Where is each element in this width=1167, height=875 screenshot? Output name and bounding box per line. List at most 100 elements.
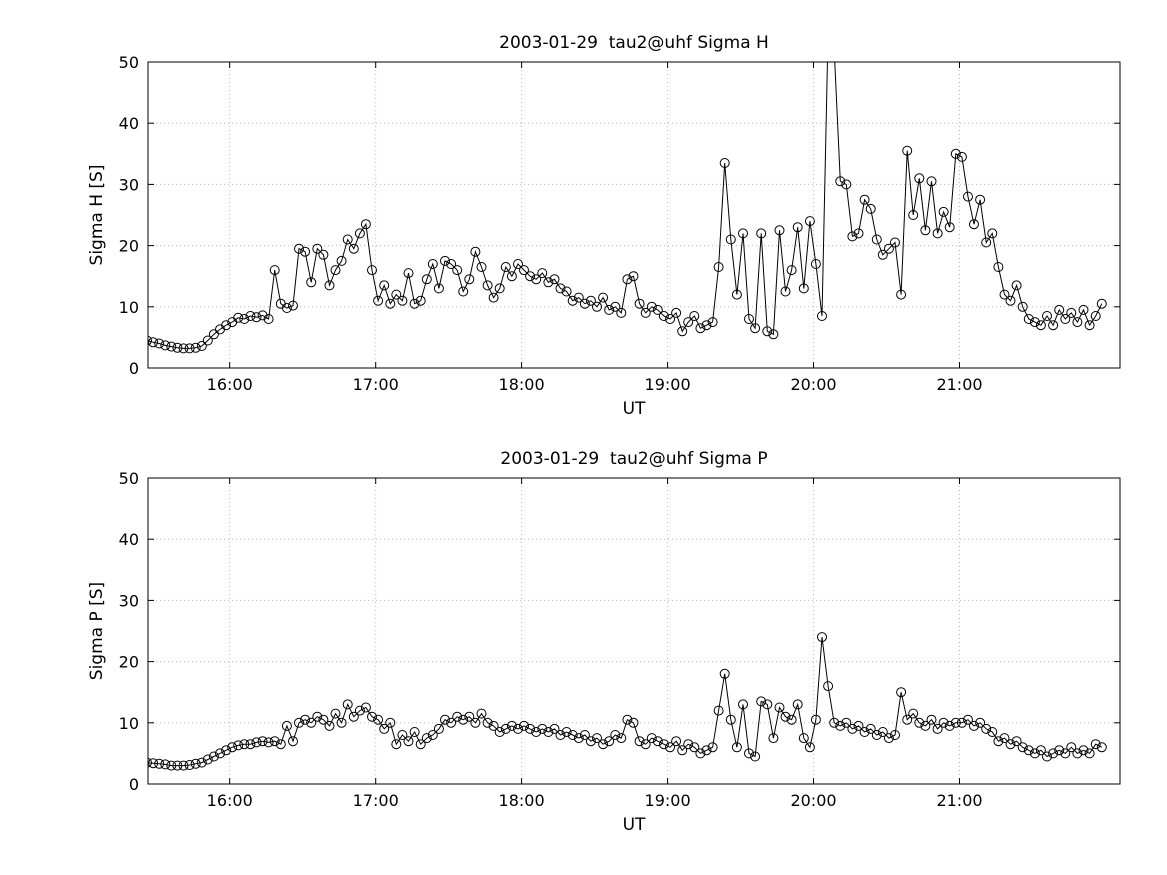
data-point-marker: [963, 191, 973, 202]
data-point-marker: [452, 711, 463, 722]
data-point-marker: [877, 249, 888, 260]
data-point-marker: [385, 298, 396, 309]
data-point-marker: [707, 742, 718, 753]
series-line: [148, 637, 1103, 767]
data-point-marker: [969, 720, 979, 731]
x-tick-label: 16:00: [207, 375, 253, 394]
data-point-marker: [859, 727, 870, 737]
data-point-marker: [1096, 742, 1107, 753]
data-point-marker: [391, 739, 402, 750]
data-point-marker: [841, 717, 852, 728]
data-point-marker: [1042, 751, 1052, 762]
data-point-marker: [1096, 298, 1107, 309]
subplot-sigma-p: 16:00 17:00 18:00 19:00 20:00 21:00 0 10 20 30 40 5…: [119, 469, 1121, 810]
data-point-marker: [263, 737, 274, 748]
data-point-marker: [774, 225, 785, 236]
data-point-marker: [902, 145, 913, 156]
data-point-marker: [786, 714, 797, 725]
data-point-marker: [348, 711, 359, 722]
data-point-marker: [573, 292, 584, 303]
data-point-marker: [196, 757, 207, 768]
data-point-marker: [488, 292, 499, 303]
data-point-marker: [519, 720, 529, 731]
data-point-marker: [281, 720, 292, 731]
data-point-marker: [950, 717, 961, 728]
data-point-marker: [744, 314, 754, 324]
data-point-marker: [458, 714, 469, 725]
x-tick-label: 17:00: [353, 791, 399, 810]
data-point-marker: [239, 739, 250, 750]
data-point-marker: [1090, 739, 1101, 750]
data-point-marker: [1072, 317, 1083, 328]
data-point-marker: [318, 714, 329, 725]
data-point-marker: [731, 742, 742, 753]
data-point-marker: [476, 708, 487, 719]
data-point-marker: [318, 249, 329, 260]
data-point-marker: [482, 280, 493, 291]
data-point-marker: [166, 341, 177, 352]
data-point-marker: [373, 295, 384, 306]
y-tick-label: 50: [119, 469, 139, 488]
y-tick-label: 40: [119, 530, 139, 549]
data-point-marker: [446, 717, 457, 728]
data-point-marker: [731, 289, 742, 300]
data-point-marker: [1066, 742, 1077, 753]
data-point-marker: [725, 714, 736, 725]
data-point-marker: [1066, 307, 1077, 318]
data-point-marker: [987, 228, 998, 239]
data-point-marker: [646, 301, 657, 312]
data-point-marker: [1084, 748, 1095, 759]
data-point-marker: [160, 340, 171, 351]
data-point-marker: [208, 329, 219, 340]
data-point-marker: [312, 711, 323, 722]
data-point-marker: [154, 758, 165, 769]
data-point-marker: [780, 711, 791, 722]
data-point-marker: [902, 714, 913, 725]
data-point-marker: [208, 751, 219, 762]
data-point-marker: [1029, 317, 1040, 328]
data-point-marker: [251, 737, 262, 748]
data-point-marker: [178, 760, 189, 771]
data-point-marker: [908, 708, 919, 719]
data-point-marker: [719, 158, 730, 168]
tick-labels: 16:00 17:00 18:00 19:00 20:00 21:00 0 10 20 30 40 5…: [119, 53, 983, 394]
data-point-marker: [531, 274, 542, 285]
data-point-marker: [695, 748, 706, 759]
x-tick-label: 19:00: [645, 375, 691, 394]
data-point-marker: [336, 717, 347, 728]
data-point-marker: [184, 760, 195, 770]
data-point-marker: [707, 317, 718, 328]
data-point-marker: [275, 739, 286, 750]
data-point-marker: [738, 228, 748, 239]
data-point-marker: [920, 720, 931, 731]
y-axis-label-sigma-p: Sigma P [S]: [87, 581, 107, 681]
data-point-marker: [604, 304, 615, 315]
data-point-marker: [993, 736, 1004, 747]
data-point-marker: [689, 311, 700, 321]
data-point-marker: [403, 736, 414, 747]
data-point-marker: [671, 736, 682, 747]
data-point-marker: [360, 702, 371, 713]
data-point-marker: [373, 714, 384, 725]
data-point-marker: [1017, 301, 1028, 312]
data-point-marker: [829, 717, 840, 728]
data-point-marker: [981, 723, 992, 734]
data-point-marker: [835, 720, 846, 731]
data-point-marker: [780, 286, 791, 297]
data-point-marker: [397, 730, 408, 740]
data-point-marker: [555, 730, 566, 740]
data-point-marker: [421, 274, 432, 285]
data-point-marker: [792, 699, 803, 710]
y-tick-label: 40: [119, 114, 139, 133]
data-point-marker: [251, 312, 262, 323]
data-point-marker: [1023, 745, 1034, 756]
data-point-marker: [148, 758, 159, 769]
data-point-marker: [202, 335, 213, 346]
data-point-marker: [354, 228, 365, 239]
data-point-marker: [245, 311, 256, 321]
data-point-marker: [859, 194, 870, 205]
series-markers: [148, 632, 1107, 771]
data-point-marker: [658, 311, 669, 321]
y-tick-label: 10: [119, 298, 139, 317]
